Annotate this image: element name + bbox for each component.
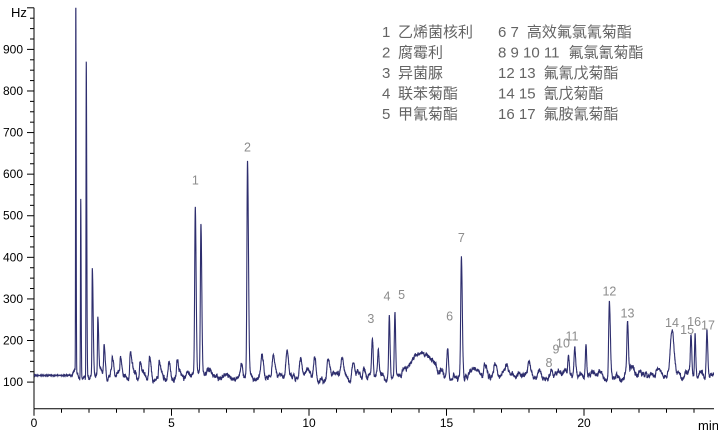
svg-text:12: 12: [602, 284, 616, 298]
svg-text:Hz: Hz: [11, 5, 27, 20]
svg-text:500: 500: [3, 209, 23, 223]
svg-text:100: 100: [3, 375, 23, 389]
svg-text:16 17: 16 17: [498, 106, 536, 123]
svg-text:600: 600: [3, 167, 23, 181]
svg-text:2: 2: [382, 45, 390, 62]
svg-text:联苯菊酯: 联苯菊酯: [398, 83, 458, 104]
svg-text:16: 16: [687, 315, 701, 329]
svg-text:6 7: 6 7: [498, 24, 519, 41]
svg-text:20: 20: [577, 416, 591, 430]
svg-text:5: 5: [398, 288, 405, 302]
svg-text:1: 1: [192, 174, 199, 188]
svg-text:900: 900: [3, 42, 23, 56]
svg-text:6: 6: [446, 310, 453, 324]
svg-text:300: 300: [3, 292, 23, 306]
svg-text:14 15: 14 15: [498, 86, 536, 103]
svg-text:乙烯菌核利: 乙烯菌核利: [398, 21, 473, 42]
svg-text:17: 17: [701, 319, 715, 333]
svg-text:氟氯氰菊酯: 氟氯氰菊酯: [569, 42, 644, 63]
svg-text:1: 1: [382, 24, 390, 41]
svg-text:4: 4: [384, 289, 391, 303]
svg-text:3: 3: [367, 312, 374, 326]
svg-text:13: 13: [621, 307, 635, 321]
svg-text:5: 5: [168, 416, 175, 430]
svg-text:4: 4: [382, 86, 390, 103]
svg-text:15: 15: [440, 416, 454, 430]
svg-text:2: 2: [244, 140, 251, 154]
svg-text:min: min: [698, 418, 718, 431]
svg-text:8 9 10 11: 8 9 10 11: [498, 45, 559, 62]
svg-text:5: 5: [382, 106, 390, 123]
svg-text:11: 11: [566, 329, 579, 343]
svg-text:7: 7: [458, 231, 465, 245]
svg-text:14: 14: [665, 316, 679, 330]
svg-text:氰戊菊酯: 氰戊菊酯: [544, 83, 604, 104]
svg-text:高效氟氯氰菊酯: 高效氟氯氰菊酯: [527, 21, 632, 42]
svg-text:10: 10: [302, 416, 316, 430]
svg-text:200: 200: [3, 334, 23, 348]
svg-text:氟胺氰菊酯: 氟胺氰菊酯: [544, 103, 619, 124]
svg-text:腐霉利: 腐霉利: [398, 42, 443, 63]
svg-text:12 13: 12 13: [498, 65, 536, 82]
svg-text:3: 3: [382, 65, 390, 82]
svg-text:异菌脲: 异菌脲: [398, 62, 443, 83]
svg-text:400: 400: [3, 250, 23, 264]
svg-text:0: 0: [31, 416, 38, 430]
svg-text:甲氰菊酯: 甲氰菊酯: [398, 103, 458, 124]
svg-text:氟氰戊菊酯: 氟氰戊菊酯: [544, 62, 619, 83]
svg-text:8: 8: [546, 356, 553, 370]
svg-text:700: 700: [3, 126, 23, 140]
svg-text:800: 800: [3, 84, 23, 98]
